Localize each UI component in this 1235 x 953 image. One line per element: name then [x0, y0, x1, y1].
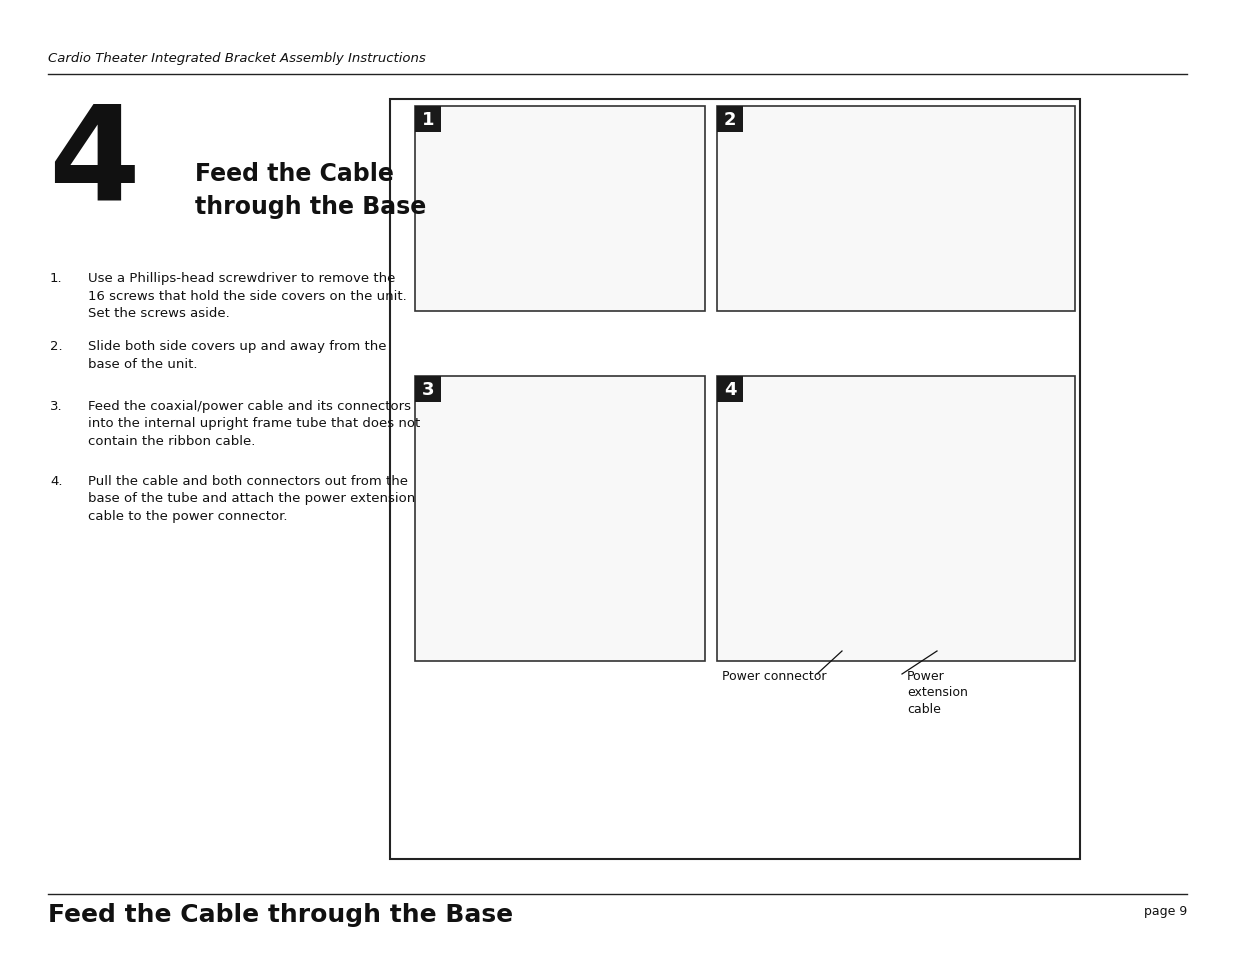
Text: 4.: 4. [49, 475, 63, 488]
Text: 4: 4 [48, 100, 140, 227]
Bar [415, 107, 705, 312]
Text: Use a Phillips-head screwdriver to remove the
16 screws that hold the side cover: Use a Phillips-head screwdriver to remov… [88, 272, 406, 319]
Bar [415, 376, 441, 402]
Bar [718, 376, 743, 402]
Text: 3: 3 [421, 380, 435, 398]
Text: through the Base: through the Base [195, 194, 426, 219]
Text: Slide both side covers up and away from the
base of the unit.: Slide both side covers up and away from … [88, 339, 387, 370]
Text: Feed the Cable through the Base: Feed the Cable through the Base [48, 902, 513, 926]
Text: Feed the Cable: Feed the Cable [195, 162, 394, 186]
Text: page 9: page 9 [1144, 904, 1187, 917]
Text: Pull the cable and both connectors out from the
base of the tube and attach the : Pull the cable and both connectors out f… [88, 475, 415, 522]
Bar [718, 107, 743, 132]
Text: Power connector: Power connector [722, 669, 826, 682]
Bar [390, 100, 1079, 859]
Text: Power
extension
cable: Power extension cable [906, 669, 968, 716]
Text: 2: 2 [724, 111, 736, 129]
Bar [718, 107, 1074, 312]
Bar [415, 107, 441, 132]
Text: Cardio Theater Integrated Bracket Assembly Instructions: Cardio Theater Integrated Bracket Assemb… [48, 52, 426, 65]
Text: 4: 4 [724, 380, 736, 398]
Bar [718, 376, 1074, 661]
Text: 1.: 1. [49, 272, 63, 285]
Text: Feed the coaxial/power cable and its connectors
into the internal upright frame : Feed the coaxial/power cable and its con… [88, 399, 420, 448]
Text: 2.: 2. [49, 339, 63, 353]
Text: 1: 1 [421, 111, 435, 129]
Text: 3.: 3. [49, 399, 63, 413]
Bar [415, 376, 705, 661]
